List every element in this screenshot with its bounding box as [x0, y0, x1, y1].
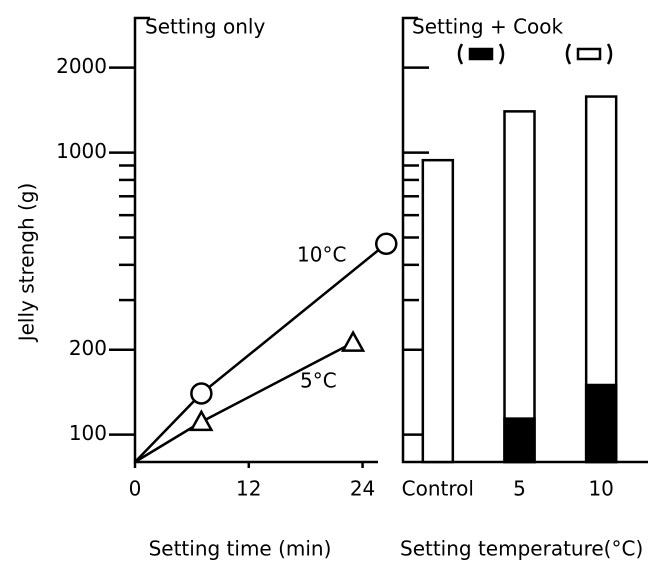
y-tick-label: 200 — [69, 336, 107, 360]
marker — [189, 409, 214, 432]
marker — [340, 330, 366, 352]
legend-bracket — [457, 43, 505, 65]
x-tick-label: 10 — [588, 477, 613, 501]
y-tick-label: 1000 — [56, 139, 107, 163]
series-label: 10°C — [297, 243, 346, 267]
bar — [584, 383, 618, 464]
bar — [503, 110, 536, 464]
series-line — [134, 242, 388, 463]
x-tick-label: 5 — [513, 477, 526, 501]
marker — [190, 382, 213, 405]
series-line — [134, 341, 354, 464]
x-axis-label: Setting temperature(°C) — [400, 537, 643, 561]
left-title: Setting only — [145, 15, 265, 39]
y-tick-label: 2000 — [56, 54, 107, 78]
legend-swatch — [468, 47, 494, 61]
right-title: Setting + Cook — [412, 15, 564, 39]
legend-bracket — [565, 43, 613, 65]
marker — [375, 232, 398, 256]
x-tick-label: 0 — [129, 477, 142, 501]
y-tick-label: 100 — [69, 421, 107, 445]
x-axis-label: Setting time (min) — [149, 537, 332, 561]
x-tick-label: Control — [402, 477, 474, 501]
x-tick-label: 24 — [350, 477, 375, 501]
x-tick-label: 12 — [236, 477, 261, 501]
legend-swatch — [576, 47, 602, 61]
series-label: 5°C — [300, 369, 337, 393]
y-axis-label: Jelly strengh (g) — [15, 183, 39, 344]
bar — [503, 417, 536, 464]
bar — [421, 158, 455, 464]
left-axes — [133, 16, 378, 464]
